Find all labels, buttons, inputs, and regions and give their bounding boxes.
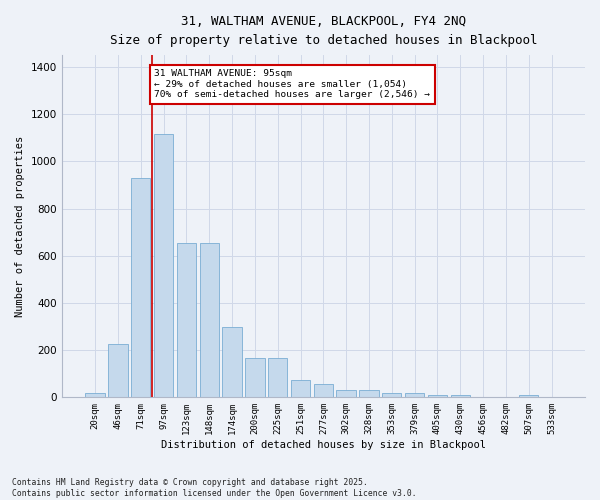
Bar	[200, 242, 219, 398]
Bar	[519, 396, 538, 398]
Bar	[268, 358, 287, 398]
Bar	[245, 358, 265, 398]
Bar	[451, 394, 470, 398]
Bar	[223, 326, 242, 398]
Title: 31, WALTHAM AVENUE, BLACKPOOL, FY4 2NQ
Size of property relative to detached hou: 31, WALTHAM AVENUE, BLACKPOOL, FY4 2NQ S…	[110, 15, 537, 47]
Text: 31 WALTHAM AVENUE: 95sqm
← 29% of detached houses are smaller (1,054)
70% of sem: 31 WALTHAM AVENUE: 95sqm ← 29% of detach…	[154, 70, 430, 99]
Bar	[177, 242, 196, 398]
Bar	[291, 380, 310, 398]
Bar	[382, 393, 401, 398]
Y-axis label: Number of detached properties: Number of detached properties	[15, 136, 25, 317]
Bar	[314, 384, 333, 398]
X-axis label: Distribution of detached houses by size in Blackpool: Distribution of detached houses by size …	[161, 440, 486, 450]
Bar	[108, 344, 128, 398]
Bar	[359, 390, 379, 398]
Bar	[131, 178, 151, 398]
Bar	[154, 134, 173, 398]
Bar	[337, 390, 356, 398]
Bar	[405, 393, 424, 398]
Bar	[428, 394, 447, 398]
Text: Contains HM Land Registry data © Crown copyright and database right 2025.
Contai: Contains HM Land Registry data © Crown c…	[12, 478, 416, 498]
Bar	[85, 393, 105, 398]
